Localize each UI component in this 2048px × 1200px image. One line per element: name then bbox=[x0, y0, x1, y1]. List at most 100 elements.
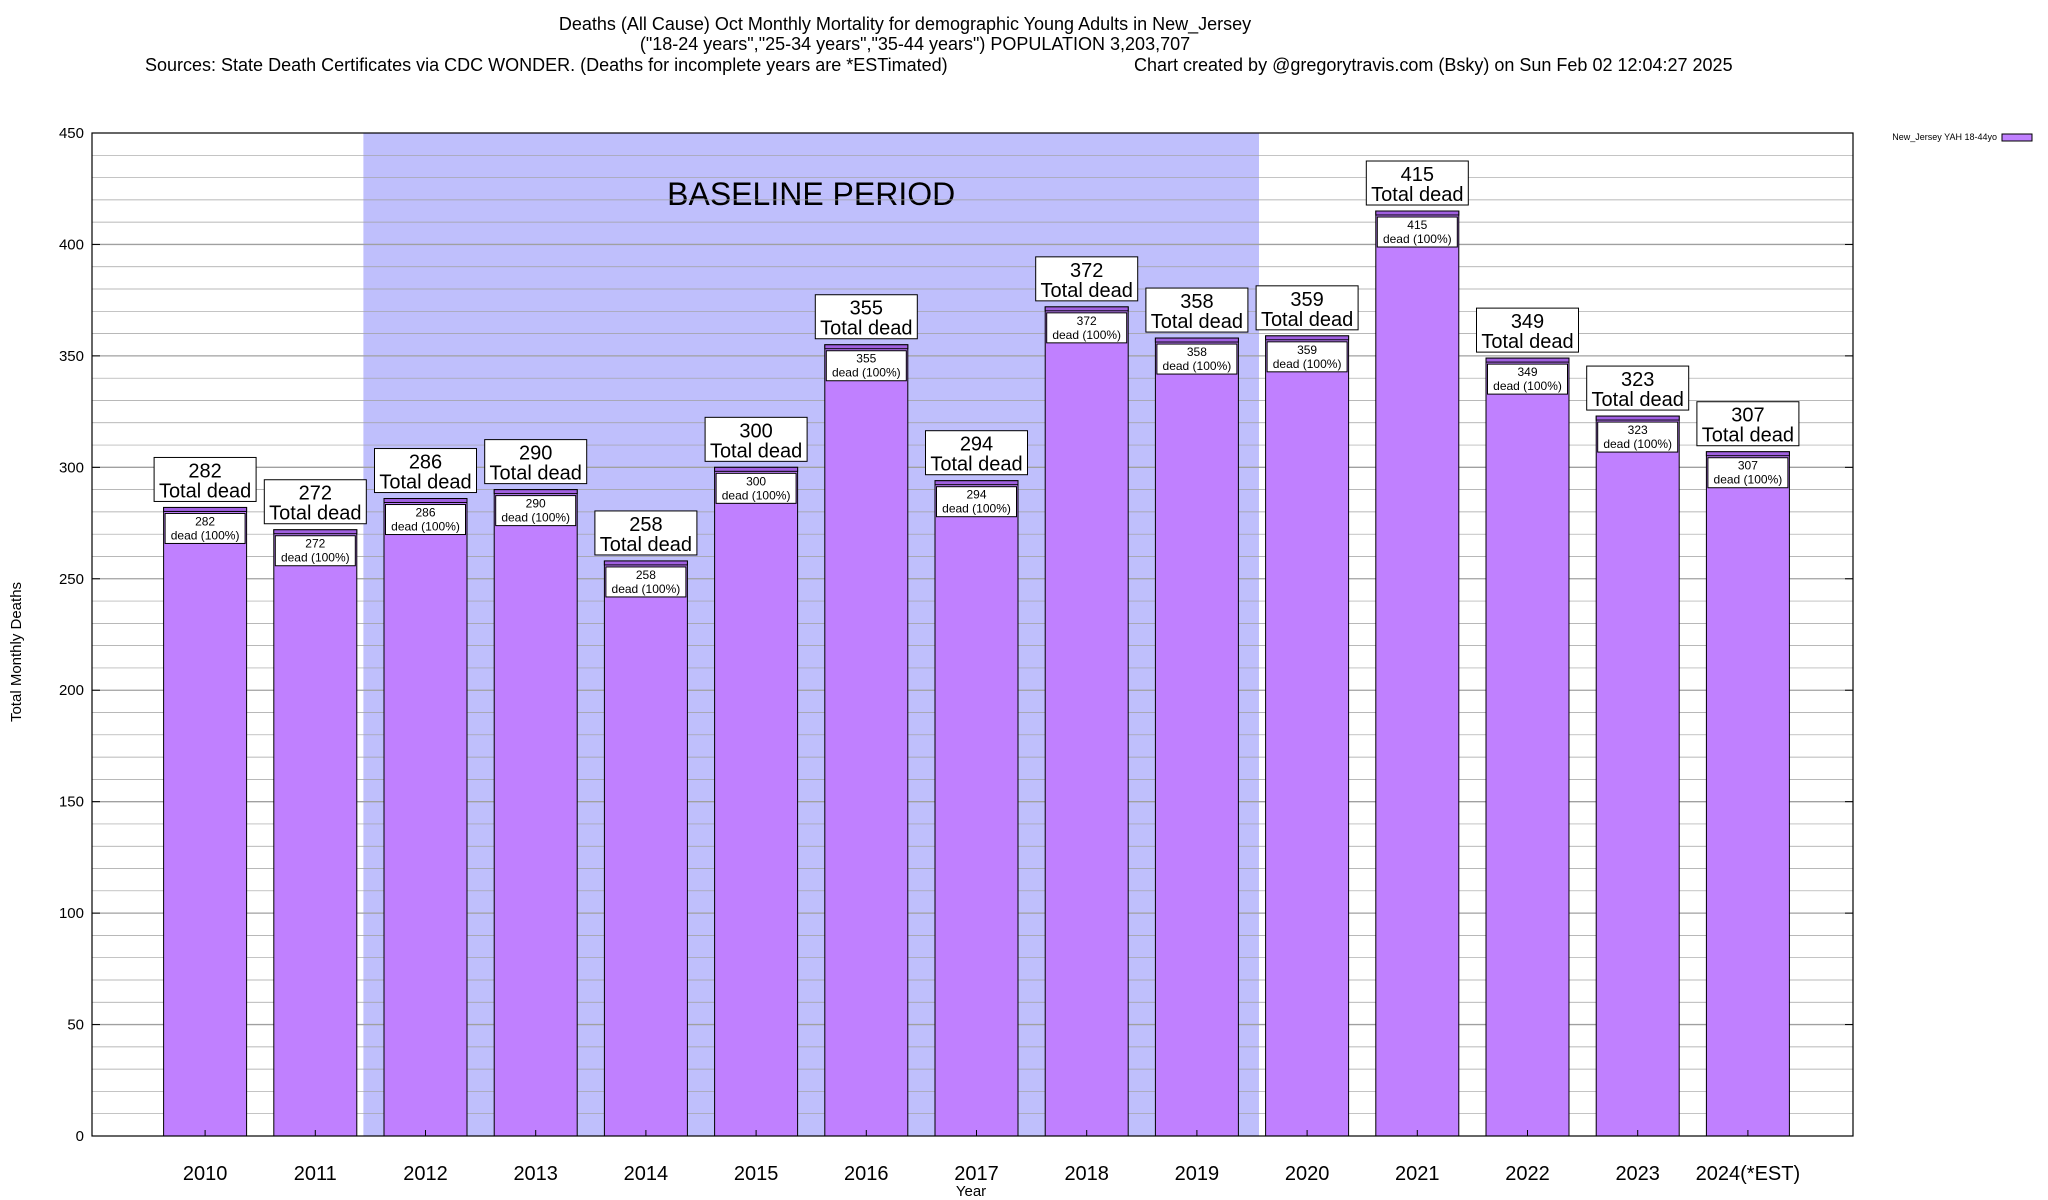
chart-title-line-2: ("18-24 years","25-34 years","35-44 year… bbox=[640, 34, 1190, 54]
inner-label-box bbox=[605, 566, 687, 598]
inner-label-box bbox=[385, 504, 466, 536]
total-dead-label: Total dead bbox=[490, 463, 582, 485]
y-axis-label: Total Monthly Deaths bbox=[8, 582, 25, 722]
inner-value-label: 300 bbox=[746, 474, 766, 488]
total-dead-label: Total dead bbox=[1481, 331, 1573, 353]
chart-sources: Sources: State Death Certificates via CD… bbox=[145, 55, 948, 75]
bar-2017 bbox=[934, 480, 1019, 1137]
y-tick-label: 150 bbox=[59, 794, 84, 811]
total-dead-label: Total dead bbox=[1151, 311, 1243, 333]
bar-2021 bbox=[1375, 210, 1460, 1137]
total-label-box bbox=[1035, 256, 1139, 302]
inner-label-box bbox=[495, 495, 577, 527]
total-value-label: 349 bbox=[1511, 311, 1544, 333]
x-tick-label-2021: 2021 bbox=[1395, 1163, 1440, 1185]
inner-value-label: 355 bbox=[856, 352, 876, 366]
inner-value-label: 258 bbox=[636, 568, 656, 582]
total-value-label: 258 bbox=[629, 514, 662, 536]
y-tick-label: 100 bbox=[59, 905, 84, 922]
bar-top-band-2013 bbox=[493, 489, 578, 495]
total-label-box bbox=[263, 479, 367, 525]
inner-share-label: dead (100%) bbox=[942, 502, 1011, 516]
chart-title-line-1: Deaths (All Cause) Oct Monthly Mortality… bbox=[559, 14, 1251, 35]
total-label-box bbox=[704, 416, 808, 462]
total-value-label: 323 bbox=[1621, 369, 1654, 391]
inner-share-label: dead (100%) bbox=[171, 528, 240, 542]
bar-2019 bbox=[1154, 337, 1239, 1137]
total-label-box bbox=[1255, 285, 1359, 331]
total-label-box bbox=[1145, 287, 1249, 333]
bar-layer bbox=[163, 210, 1790, 1137]
total-value-label: 372 bbox=[1070, 260, 1103, 282]
bar-top-band-2017 bbox=[934, 480, 1019, 486]
x-axis-label: Year bbox=[956, 1183, 986, 1200]
inner-label-box bbox=[274, 535, 356, 567]
total-value-label: 282 bbox=[188, 460, 221, 482]
x-tick-label-2017: 2017 bbox=[954, 1163, 999, 1185]
total-label-box bbox=[484, 439, 588, 485]
total-dead-label: Total dead bbox=[600, 534, 692, 556]
inner-share-label: dead (100%) bbox=[391, 520, 460, 534]
bar-top-band-2018 bbox=[1044, 306, 1129, 312]
total-dead-label: Total dead bbox=[379, 472, 471, 494]
plot-frame bbox=[91, 132, 1854, 1137]
inner-label-box bbox=[1376, 216, 1458, 248]
inner-share-label: dead (100%) bbox=[1714, 473, 1783, 487]
legend-swatch bbox=[2001, 133, 2033, 142]
inner-label-box bbox=[1597, 421, 1679, 453]
y-tick-label: 50 bbox=[67, 1017, 84, 1034]
y-tick-label: 200 bbox=[59, 682, 84, 699]
inner-value-label: 415 bbox=[1407, 218, 1427, 232]
bar-2024(*EST) bbox=[1705, 451, 1790, 1137]
inner-value-label: 286 bbox=[415, 506, 435, 520]
inner-label-box bbox=[1487, 363, 1568, 395]
y-tick-label: 450 bbox=[59, 125, 84, 142]
x-tick-label-2018: 2018 bbox=[1064, 1163, 1109, 1185]
inner-value-label: 372 bbox=[1077, 314, 1097, 328]
x-tick-label-2014: 2014 bbox=[624, 1163, 669, 1185]
inner-share-label: dead (100%) bbox=[281, 551, 350, 565]
total-value-label: 286 bbox=[409, 452, 442, 474]
total-label-box bbox=[1476, 307, 1579, 353]
total-label-box bbox=[925, 430, 1028, 476]
inner-share-label: dead (100%) bbox=[832, 366, 901, 380]
inner-label-box bbox=[936, 486, 1017, 518]
total-dead-label: Total dead bbox=[1041, 280, 1133, 302]
y-tick-label: 300 bbox=[59, 459, 84, 476]
bar-top-band-2016 bbox=[824, 344, 909, 350]
total-dead-label: Total dead bbox=[930, 454, 1022, 476]
x-tick-label-2016: 2016 bbox=[844, 1163, 889, 1185]
bar-2020 bbox=[1265, 335, 1350, 1137]
x-tick-label-2015: 2015 bbox=[734, 1163, 779, 1185]
total-label-box bbox=[1696, 401, 1800, 447]
inner-share-label: dead (100%) bbox=[1273, 357, 1342, 371]
total-value-label: 294 bbox=[960, 434, 993, 456]
total-dead-label: Total dead bbox=[1702, 425, 1794, 447]
total-label-box bbox=[594, 510, 698, 556]
inner-value-label: 282 bbox=[195, 514, 215, 528]
bar-top-band-2015 bbox=[714, 466, 799, 472]
legend-entry-label: New_Jersey YAH 18-44yo bbox=[1892, 132, 1997, 142]
total-dead-label: Total dead bbox=[269, 503, 361, 525]
total-value-label: 358 bbox=[1180, 291, 1213, 313]
legend: New_Jersey YAH 18-44yo bbox=[1892, 132, 2033, 142]
total-value-label: 290 bbox=[519, 443, 552, 465]
inner-value-label: 294 bbox=[966, 488, 986, 502]
inner-share-label: dead (100%) bbox=[722, 488, 791, 502]
bar-top-band-2019 bbox=[1154, 337, 1239, 343]
inner-share-label: dead (100%) bbox=[1163, 359, 1232, 373]
bar-top-band-2024(*EST) bbox=[1705, 451, 1790, 457]
total-dead-label: Total dead bbox=[1592, 389, 1684, 411]
inner-share-label: dead (100%) bbox=[501, 511, 570, 525]
x-tick-label-2022: 2022 bbox=[1505, 1163, 1550, 1185]
inner-share-label: dead (100%) bbox=[612, 582, 681, 596]
total-value-label: 415 bbox=[1401, 164, 1434, 186]
total-label-box bbox=[1586, 365, 1690, 411]
bar-2022 bbox=[1485, 357, 1570, 1137]
total-dead-label: Total dead bbox=[159, 480, 251, 502]
x-tick-label-2011: 2011 bbox=[294, 1163, 337, 1185]
bar-2014 bbox=[603, 560, 688, 1137]
bar-top-band-2020 bbox=[1265, 335, 1350, 341]
axis-layer: 2010 2011 2012 2013 2014 2015 2016 2017 2018 2019… bbox=[59, 125, 1854, 1185]
